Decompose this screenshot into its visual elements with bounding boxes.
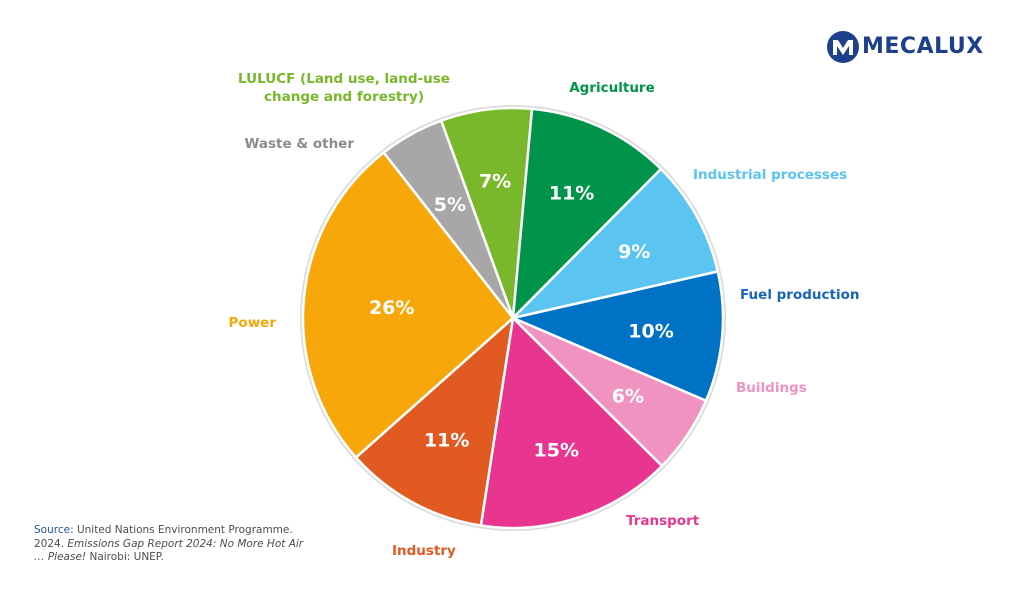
- source-location: Nairobi: UNEP.: [86, 551, 164, 563]
- slice-power: [301, 151, 515, 459]
- slice-value-power: 26%: [369, 297, 414, 319]
- slice-transport: [479, 316, 664, 530]
- slice-label-industrial-processes: Industrial processes: [693, 167, 847, 183]
- source-publisher: United Nations Environment Programme. 20…: [34, 524, 293, 550]
- slice-industry: [354, 316, 515, 527]
- slice-label-industry: Industry: [392, 543, 456, 559]
- slice-label-lulucf: LULUCF (Land use, land-use change and for…: [238, 71, 450, 105]
- slice-value-industrial-processes: 9%: [618, 241, 650, 263]
- slice-value-industry: 11%: [424, 430, 469, 452]
- slice-waste-other: [382, 119, 515, 320]
- logo-text: MECALUX: [862, 34, 984, 59]
- slice-label-transport: Transport: [626, 513, 700, 529]
- mecalux-logo: MECALUX: [826, 30, 996, 66]
- slice-fuel-production: [511, 270, 725, 402]
- source-label: Source:: [34, 524, 74, 536]
- slice-value-fuel-production: 10%: [628, 321, 673, 343]
- slice-agriculture: [511, 107, 663, 320]
- slice-label-power: Power: [229, 315, 277, 331]
- slice-value-agriculture: 11%: [549, 182, 594, 204]
- source-title: Emissions Gap Report 2024: No More Hot A…: [34, 537, 304, 564]
- slice-label-fuel-production: Fuel production: [740, 287, 859, 303]
- mecalux-logo-icon: [827, 31, 859, 63]
- source-note: Source: United Nations Environment Progr…: [34, 524, 304, 565]
- slice-label-agriculture: Agriculture: [569, 80, 655, 96]
- slice-value-transport: 15%: [534, 440, 579, 462]
- slice-value-waste-other: 5%: [434, 194, 466, 216]
- slice-label-waste-other: Waste & other: [245, 136, 355, 152]
- slice-value-buildings: 6%: [612, 386, 644, 408]
- slice-industrial-processes: [511, 167, 720, 320]
- slice-value-lulucf: 7%: [479, 171, 511, 193]
- slice-label-buildings: Buildings: [736, 380, 807, 396]
